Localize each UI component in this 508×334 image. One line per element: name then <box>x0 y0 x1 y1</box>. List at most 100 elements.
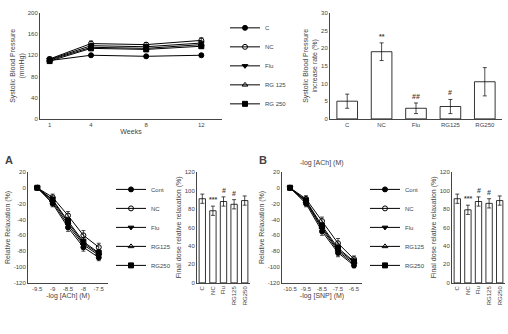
svg-text:C: C <box>454 286 460 291</box>
svg-text:-7.5: -7.5 <box>333 286 344 292</box>
svg-text:20: 20 <box>188 261 195 267</box>
svg-text:-6.5: -6.5 <box>349 286 360 292</box>
svg-text:8: 8 <box>144 122 148 128</box>
svg-text:#: # <box>477 187 481 194</box>
svg-text:200: 200 <box>28 10 39 16</box>
svg-text:15: 15 <box>321 63 328 69</box>
svg-text:1: 1 <box>48 122 52 128</box>
svg-text:0: 0 <box>446 280 450 286</box>
svg-text:-100: -100 <box>268 264 281 270</box>
svg-text:100: 100 <box>440 188 451 194</box>
svg-text:RG250: RG250 <box>151 263 171 269</box>
svg-text:RG125: RG125 <box>231 286 237 306</box>
svg-text:80: 80 <box>31 74 38 80</box>
svg-text:***: *** <box>209 196 217 203</box>
svg-text:#: # <box>487 189 491 196</box>
svg-text:20: 20 <box>321 45 328 51</box>
svg-text:#: # <box>222 187 226 194</box>
svg-text:NC: NC <box>210 286 216 295</box>
svg-text:20: 20 <box>443 261 450 267</box>
svg-text:40: 40 <box>188 243 195 249</box>
svg-text:-60: -60 <box>271 232 280 238</box>
svg-text:-10.5: -10.5 <box>283 286 297 292</box>
svg-text:12: 12 <box>198 122 205 128</box>
svg-text:Final dose relative relaxation: Final dose relative relaxation (%) <box>430 176 438 278</box>
svg-text:80: 80 <box>443 206 450 212</box>
svg-text:20: 20 <box>19 169 26 175</box>
svg-text:-20: -20 <box>17 201 26 207</box>
svg-text:-9.5: -9.5 <box>301 286 312 292</box>
svg-text:160: 160 <box>28 31 39 37</box>
svg-text:A: A <box>5 154 13 166</box>
svg-text:-20: -20 <box>271 201 280 207</box>
svg-text:Flu: Flu <box>220 286 226 294</box>
svg-text:-120: -120 <box>268 280 281 286</box>
svg-text:Systolic Blood Pressure(mmHg): Systolic Blood Pressure(mmHg) <box>9 29 26 103</box>
svg-text:Flu: Flu <box>475 286 481 294</box>
svg-text:RG250: RG250 <box>475 122 495 128</box>
svg-text:NC: NC <box>465 286 471 295</box>
svg-text:C: C <box>199 286 205 291</box>
svg-text:Cont: Cont <box>151 187 164 193</box>
svg-text:Relative Relaxation (%): Relative Relaxation (%) <box>4 191 12 264</box>
svg-text:-8.5: -8.5 <box>63 286 74 292</box>
svg-text:0: 0 <box>276 185 280 191</box>
svg-text:0: 0 <box>324 116 328 122</box>
svg-text:-8: -8 <box>81 286 87 292</box>
svg-text:NC: NC <box>151 206 160 212</box>
svg-text:60: 60 <box>188 225 195 231</box>
svg-text:#: # <box>448 89 452 96</box>
svg-text:-80: -80 <box>17 248 26 254</box>
svg-text:Flu: Flu <box>412 122 420 128</box>
svg-text:-40: -40 <box>271 217 280 223</box>
svg-text:**: ** <box>379 33 385 40</box>
svg-text:100: 100 <box>185 188 196 194</box>
svg-text:30: 30 <box>321 10 328 16</box>
svg-text:40: 40 <box>31 95 38 101</box>
svg-text:Cont: Cont <box>405 187 418 193</box>
svg-text:0: 0 <box>22 185 26 191</box>
svg-text:Flu: Flu <box>405 225 413 231</box>
svg-text:#: # <box>232 190 236 197</box>
svg-text:Systolic Blood Pressureincreas: Systolic Blood Pressureincrease rate (%) <box>302 29 319 103</box>
svg-text:-9.5: -9.5 <box>32 286 43 292</box>
svg-text:RG125: RG125 <box>151 244 171 250</box>
svg-text:-log [ACh] (M): -log [ACh] (M) <box>46 292 90 300</box>
svg-text:RG250: RG250 <box>405 263 425 269</box>
svg-text:RG125: RG125 <box>441 122 461 128</box>
svg-text:##: ## <box>412 93 420 100</box>
svg-text:NC: NC <box>405 206 414 212</box>
svg-text:RG125: RG125 <box>405 244 425 250</box>
svg-text:-7.5: -7.5 <box>94 286 105 292</box>
svg-text:60: 60 <box>443 225 450 231</box>
svg-text:80: 80 <box>188 206 195 212</box>
svg-text:-40: -40 <box>17 217 26 223</box>
svg-text:RG 125: RG 125 <box>265 82 286 88</box>
svg-text:-60: -60 <box>17 232 26 238</box>
svg-text:-80: -80 <box>271 248 280 254</box>
svg-text:0: 0 <box>34 116 38 122</box>
svg-text:Final dose relative relaxation: Final dose relative relaxation (%) <box>175 176 183 278</box>
svg-text:20: 20 <box>273 169 280 175</box>
svg-text:5: 5 <box>324 98 328 104</box>
svg-text:C: C <box>265 25 270 31</box>
svg-text:Flu: Flu <box>151 225 159 231</box>
svg-text:120: 120 <box>440 169 451 175</box>
svg-text:-100: -100 <box>14 264 27 270</box>
svg-text:Relative Relaxation (%): Relative Relaxation (%) <box>258 191 266 264</box>
svg-text:***: *** <box>464 195 472 202</box>
svg-text:-9: -9 <box>50 286 56 292</box>
svg-text:NC: NC <box>265 44 274 50</box>
svg-text:-log [SNP] (M): -log [SNP] (M) <box>300 292 344 300</box>
svg-text:RG250: RG250 <box>497 286 503 306</box>
svg-text:-log [ACh] (M): -log [ACh] (M) <box>300 159 344 167</box>
svg-text:0: 0 <box>191 280 195 286</box>
svg-text:RG250: RG250 <box>242 286 248 306</box>
svg-text:25: 25 <box>321 28 328 34</box>
svg-text:Flu: Flu <box>265 63 273 69</box>
svg-text:10: 10 <box>321 81 328 87</box>
svg-text:-8.5: -8.5 <box>317 286 328 292</box>
svg-text:C: C <box>345 122 350 128</box>
svg-text:RG125: RG125 <box>486 286 492 306</box>
svg-text:Weeks: Weeks <box>120 128 142 135</box>
